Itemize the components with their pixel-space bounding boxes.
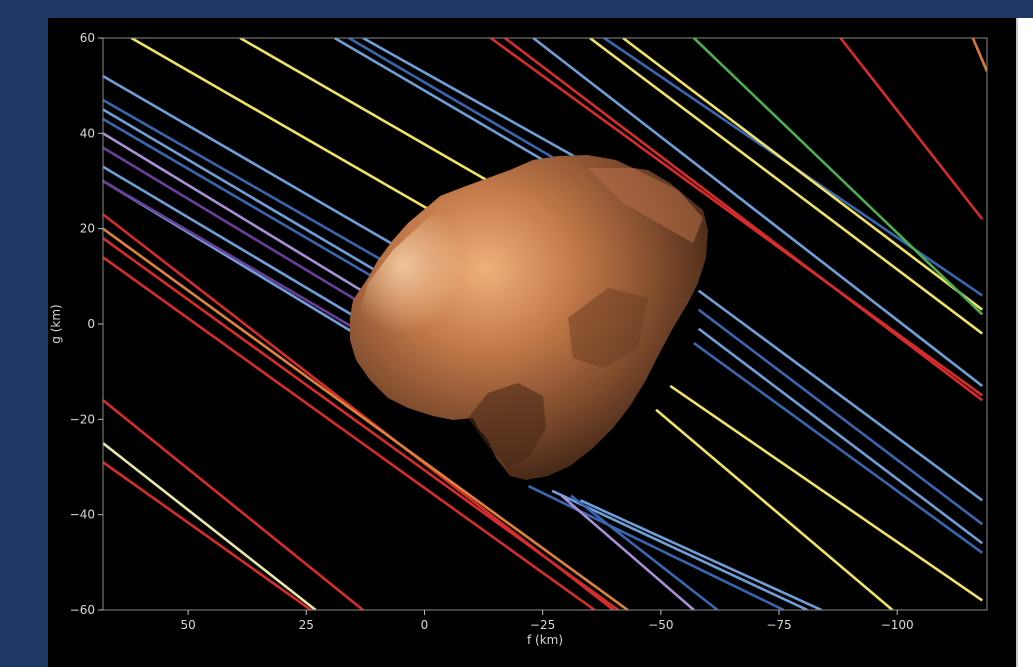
chord-line-33 (504, 38, 984, 402)
chord-line-12 (103, 165, 393, 340)
chart-svg: 50 25 0 −25 −50 −75 −100 60 40 20 0 −20 −40 −60 f (km… (49, 31, 988, 647)
chord-line-26 (579, 499, 823, 610)
right-edge-strip (1016, 18, 1033, 667)
y-tick-label: 0 (87, 317, 95, 331)
axis-ticks: 50 25 0 −25 −50 −75 −100 60 40 20 0 −20 −40 −60 (70, 31, 914, 632)
chord-line-28 (669, 384, 984, 602)
chord-line-16 (103, 227, 629, 610)
x-tick-label: 0 (421, 618, 429, 632)
x-tick-label: 25 (299, 618, 314, 632)
chord-lines (103, 38, 987, 610)
chord-line-25 (570, 494, 719, 610)
x-tick-label: −50 (648, 618, 673, 632)
chord-line-35 (589, 38, 984, 335)
chord-line-30 (697, 308, 984, 526)
chord-line-18 (103, 256, 596, 610)
chord-line-39 (839, 38, 984, 220)
x-tick-label: −100 (881, 618, 914, 632)
chord-line-32 (693, 342, 984, 554)
chord-line-11 (103, 146, 397, 326)
chord-line-40 (971, 38, 987, 72)
y-tick-label: −40 (70, 508, 95, 522)
x-axis-label: f (km) (527, 633, 563, 647)
chord-line-22 (527, 484, 785, 610)
chord-line-10 (103, 132, 402, 316)
chord-line-29 (697, 289, 984, 502)
chord-line-6 (103, 75, 449, 278)
right-edge-line (1016, 18, 1018, 667)
chord-line-38 (693, 38, 984, 316)
chord-line-21 (103, 461, 312, 610)
y-tick-label: 40 (80, 126, 95, 140)
chord-line-1 (130, 38, 463, 230)
chord-line-41 (489, 38, 984, 397)
chord-line-27 (655, 408, 894, 610)
x-tick-label: −75 (766, 618, 791, 632)
chord-line-37 (622, 38, 984, 311)
chart-frame: 50 25 0 −25 −50 −75 −100 60 40 20 0 −20 −40 −60 f (km… (48, 18, 1016, 667)
y-tick-label: 20 (80, 222, 95, 236)
y-tick-label: −60 (70, 603, 95, 617)
chord-line-20 (103, 442, 317, 610)
chord-line-31 (697, 327, 984, 545)
chord-line-14 (103, 179, 397, 354)
chord-line-34 (532, 38, 984, 387)
chord-line-19 (103, 399, 364, 610)
asteroid-image (350, 155, 708, 480)
y-axis-label: g (km) (49, 304, 63, 343)
chord-line-17 (103, 237, 620, 610)
x-tick-label: 50 (180, 618, 195, 632)
y-tick-label: −20 (70, 412, 95, 426)
chord-line-23 (551, 489, 808, 610)
chord-line-24 (560, 494, 695, 610)
x-tick-label: −25 (530, 618, 555, 632)
y-tick-label: 60 (80, 31, 95, 45)
